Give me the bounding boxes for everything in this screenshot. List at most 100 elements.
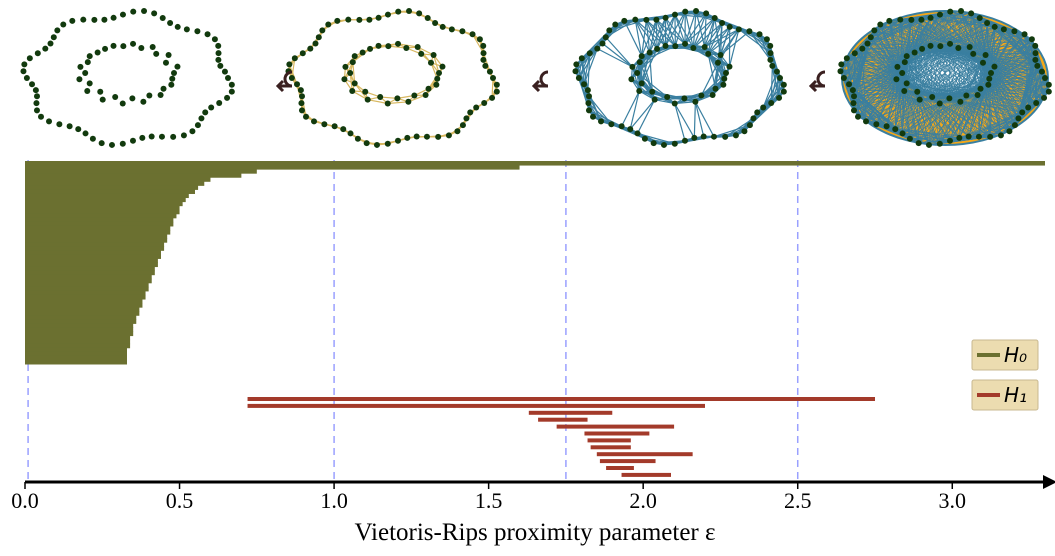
point xyxy=(291,55,298,62)
point xyxy=(493,88,500,95)
edge xyxy=(990,45,1036,74)
edge xyxy=(387,101,409,105)
point xyxy=(750,115,757,122)
edge xyxy=(367,99,388,105)
edge xyxy=(977,94,1016,126)
edge xyxy=(876,91,918,125)
bar xyxy=(25,319,137,324)
point xyxy=(662,14,669,21)
edge xyxy=(1035,53,1043,72)
point xyxy=(929,93,936,100)
edge xyxy=(969,33,1025,48)
edge xyxy=(649,52,653,92)
edge xyxy=(918,101,961,144)
point xyxy=(341,76,348,83)
edge xyxy=(930,26,995,47)
point xyxy=(711,14,718,21)
point xyxy=(489,94,496,101)
bar xyxy=(590,445,631,450)
point xyxy=(108,141,115,148)
point xyxy=(170,133,177,140)
edge xyxy=(949,47,959,99)
point xyxy=(863,118,870,125)
point xyxy=(970,50,977,57)
point xyxy=(375,42,382,49)
point xyxy=(167,20,174,27)
bar xyxy=(25,339,131,345)
edge xyxy=(899,19,908,57)
point xyxy=(893,76,900,83)
bar xyxy=(25,258,158,263)
point xyxy=(1006,128,1013,135)
point xyxy=(936,11,943,18)
point xyxy=(859,45,866,52)
point xyxy=(174,63,181,70)
point xyxy=(991,23,998,30)
point xyxy=(732,132,739,139)
edge xyxy=(990,124,1016,138)
bar xyxy=(25,242,165,247)
point xyxy=(936,140,943,147)
point xyxy=(873,121,880,128)
x-tick-label: 3.0 xyxy=(939,488,967,513)
point xyxy=(956,134,963,141)
point xyxy=(634,70,641,77)
edge xyxy=(930,10,962,47)
point xyxy=(228,88,235,95)
point xyxy=(991,63,998,70)
point xyxy=(146,92,153,99)
point xyxy=(112,93,119,100)
edge xyxy=(906,11,951,57)
bar xyxy=(25,343,131,349)
point xyxy=(84,59,91,66)
point xyxy=(334,17,341,24)
point xyxy=(86,53,93,60)
edge xyxy=(674,103,695,139)
point xyxy=(424,14,431,21)
hook-arrow xyxy=(275,70,293,93)
bar xyxy=(25,165,520,170)
bar xyxy=(621,472,671,477)
point xyxy=(769,62,776,69)
point xyxy=(354,135,361,142)
edge xyxy=(921,19,931,46)
point xyxy=(404,134,411,141)
edge xyxy=(707,17,716,55)
point xyxy=(221,68,228,75)
point xyxy=(984,20,991,27)
edge xyxy=(862,48,897,80)
edge xyxy=(994,45,1036,67)
edge xyxy=(886,99,920,127)
edge xyxy=(990,71,1042,74)
edge xyxy=(602,43,633,68)
edge xyxy=(704,17,716,48)
edge xyxy=(1041,71,1045,98)
point xyxy=(767,50,774,57)
snapshot xyxy=(837,7,1052,148)
point xyxy=(646,49,653,56)
point xyxy=(416,10,423,17)
x-tick-label: 2.5 xyxy=(784,488,812,513)
edge xyxy=(949,101,961,141)
bar xyxy=(587,438,631,443)
edge xyxy=(969,45,1036,48)
bar xyxy=(25,303,143,308)
edge xyxy=(854,52,898,68)
edge xyxy=(939,94,978,144)
bar xyxy=(25,181,205,186)
edge xyxy=(641,19,647,57)
point xyxy=(435,133,442,140)
bar xyxy=(25,189,195,194)
bar xyxy=(25,238,168,243)
point xyxy=(157,92,164,99)
edge xyxy=(748,30,771,61)
point xyxy=(356,16,363,23)
point xyxy=(80,16,87,23)
bar xyxy=(25,262,158,268)
edge xyxy=(930,17,980,47)
point xyxy=(746,28,753,35)
legend-box xyxy=(971,339,1039,371)
point xyxy=(594,45,601,52)
edge xyxy=(841,64,905,92)
point xyxy=(850,100,857,107)
